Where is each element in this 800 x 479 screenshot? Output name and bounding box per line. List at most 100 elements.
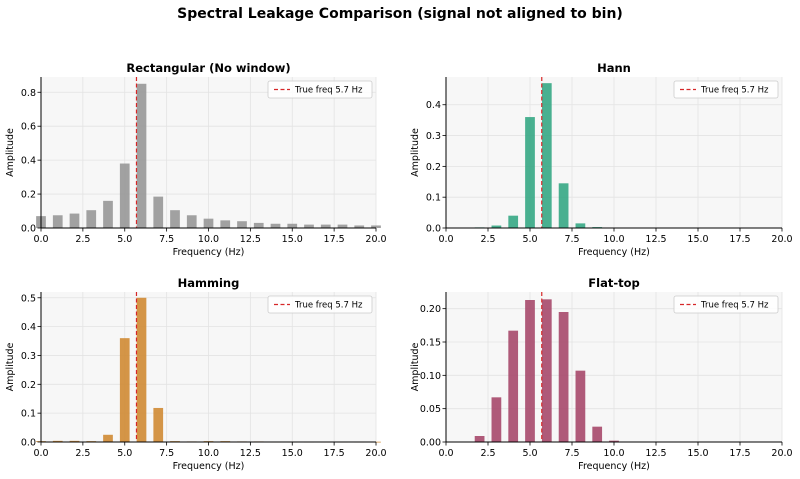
bar [491, 397, 502, 442]
bar [103, 200, 113, 228]
bar [508, 330, 519, 442]
y-tick-label: 0.0 [426, 224, 441, 235]
x-tick-label: 0.0 [33, 448, 48, 459]
bar [153, 407, 164, 442]
bar [592, 426, 603, 442]
x-tick-label: 5.0 [522, 234, 537, 245]
x-tick-label: 15.0 [282, 448, 303, 459]
bar [69, 440, 80, 442]
x-tick-label: 7.5 [159, 448, 174, 459]
figure-title: Spectral Leakage Comparison (signal not … [177, 6, 623, 22]
bar [287, 223, 298, 228]
bar [237, 221, 247, 228]
y-tick-label: 0.2 [21, 190, 36, 201]
panel-title: Rectangular (No window) [126, 61, 290, 75]
bar [270, 223, 281, 228]
bar [609, 440, 619, 442]
legend-label: True freq 5.7 Hz [294, 301, 363, 311]
bar [491, 225, 502, 228]
y-tick-label: 0.6 [21, 122, 36, 133]
bar [186, 215, 197, 228]
y-tick-label: 0.0 [21, 224, 36, 235]
legend: True freq 5.7 Hz [673, 295, 779, 314]
bar [320, 224, 331, 228]
x-tick-label: 10.0 [603, 448, 624, 459]
y-tick-label: 0.2 [21, 380, 36, 391]
x-tick-label: 2.5 [480, 448, 495, 459]
y-tick-label: 0.3 [21, 351, 36, 362]
y-tick-label: 0.00 [420, 438, 441, 449]
x-tick-label: 12.5 [240, 234, 261, 245]
x-tick-label: 12.5 [645, 448, 666, 459]
legend-box [673, 80, 779, 99]
bar [253, 222, 264, 228]
panel-title: Hann [597, 61, 631, 75]
bar [354, 225, 365, 228]
bar [119, 338, 130, 442]
chart-panel-4: 0.0 2.5 5.0 7.5 10.0 12.5 15.0 17.5 20.0 0.00 0.05… [410, 276, 793, 472]
y-tick-label: 0.15 [420, 338, 441, 349]
y-axis-label: Amplitude [5, 343, 16, 392]
bar [558, 312, 569, 442]
x-tick-label: 15.0 [687, 234, 708, 245]
panel-title: Flat-top [588, 276, 639, 290]
x-tick-label: 7.5 [159, 234, 174, 245]
y-tick-label: 0.4 [21, 156, 36, 167]
bar [575, 223, 586, 228]
x-tick-label: 0.0 [438, 234, 453, 245]
bar [541, 83, 552, 228]
bar [203, 218, 214, 228]
legend: True freq 5.7 Hz [673, 80, 779, 99]
y-tick-label: 0.1 [21, 409, 36, 420]
bar [474, 436, 485, 442]
y-tick-label: 0.3 [426, 131, 441, 142]
y-tick-label: 0.8 [21, 88, 36, 99]
x-tick-label: 12.5 [645, 234, 666, 245]
x-tick-label: 0.0 [438, 448, 453, 459]
x-axis-label: Frequency (Hz) [578, 247, 650, 258]
y-axis-label: Amplitude [410, 343, 421, 392]
chart-panel-2: 0.0 2.5 5.0 7.5 10.0 12.5 15.0 17.5 20.0 0.0 0.1 0.… [410, 61, 793, 258]
bar [371, 225, 381, 228]
bar [525, 300, 535, 442]
y-tick-label: 0.2 [426, 162, 441, 173]
x-tick-label: 10.0 [198, 234, 219, 245]
y-axis-label: Amplitude [410, 128, 421, 177]
legend-box [267, 80, 373, 99]
chart-panel-3: 0.0 2.5 5.0 7.5 10.0 12.5 15.0 17.5 20.0 0.0 0.1 0.… [5, 276, 387, 472]
x-tick-label: 20.0 [365, 234, 386, 245]
x-tick-label: 5.0 [117, 234, 132, 245]
x-tick-label: 2.5 [75, 234, 90, 245]
x-axis-label: Frequency (Hz) [578, 461, 650, 472]
y-tick-label: 0.20 [420, 304, 441, 315]
x-tick-label: 7.5 [564, 448, 579, 459]
bar [541, 299, 552, 442]
chart-panel-1: 0.0 2.5 5.0 7.5 10.0 12.5 15.0 17.5 20.0 0.0 0.2 0.… [5, 61, 387, 258]
y-axis-label: Amplitude [5, 128, 16, 177]
bar [86, 210, 97, 228]
x-tick-label: 2.5 [75, 448, 90, 459]
x-tick-label: 20.0 [771, 234, 792, 245]
x-tick-label: 7.5 [564, 234, 579, 245]
x-tick-label: 5.0 [522, 448, 537, 459]
legend-box [267, 295, 373, 314]
legend-box [673, 295, 779, 314]
bar [69, 213, 80, 228]
x-tick-label: 15.0 [282, 234, 303, 245]
legend: True freq 5.7 Hz [267, 80, 373, 99]
bar [170, 210, 180, 228]
legend-label: True freq 5.7 Hz [700, 86, 769, 96]
x-tick-label: 0.0 [33, 234, 48, 245]
y-tick-label: 0.05 [420, 404, 441, 415]
y-tick-label: 0.10 [420, 371, 441, 382]
x-tick-label: 17.5 [729, 448, 750, 459]
bar [337, 224, 348, 228]
bar [558, 183, 569, 228]
x-tick-label: 10.0 [198, 448, 219, 459]
x-tick-label: 20.0 [365, 448, 386, 459]
y-tick-label: 0.4 [21, 322, 36, 333]
bar [103, 434, 113, 442]
y-tick-label: 0.0 [21, 438, 36, 449]
x-tick-label: 15.0 [687, 448, 708, 459]
